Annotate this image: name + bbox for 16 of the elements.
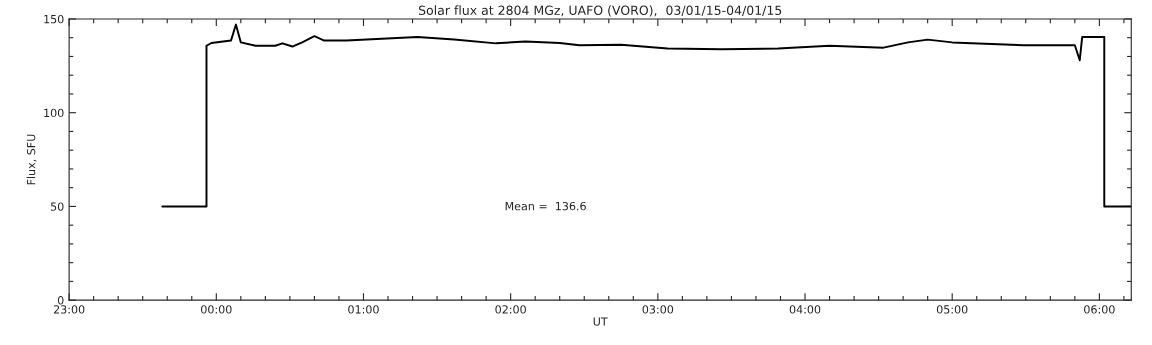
annotation: Mean = 136.6	[505, 201, 586, 211]
x-tick-label: 23:00	[53, 305, 85, 314]
y-tick-label: 150	[44, 14, 64, 24]
x-tick-label: 04:00	[789, 305, 821, 314]
x-tick-label: 02:00	[495, 305, 526, 314]
x-tick-label: 00:00	[201, 305, 232, 314]
y-tick-label: 0	[57, 296, 64, 305]
y-tick-label: 50	[50, 202, 64, 211]
x-tick-label: 03:00	[642, 305, 674, 314]
y-axis-title: Flux, SFU	[26, 134, 37, 185]
chart-title: Solar flux at 2804 MGz, UAFO (VORO), 03/01/15-04/01/15	[418, 5, 782, 17]
y-tick-label: 100	[44, 108, 64, 118]
x-tick-label: 06:00	[1084, 305, 1115, 314]
x-tick-label: 01:00	[348, 305, 379, 314]
x-tick-label: 05:00	[936, 305, 968, 314]
x-axis-title: UT	[593, 317, 608, 326]
